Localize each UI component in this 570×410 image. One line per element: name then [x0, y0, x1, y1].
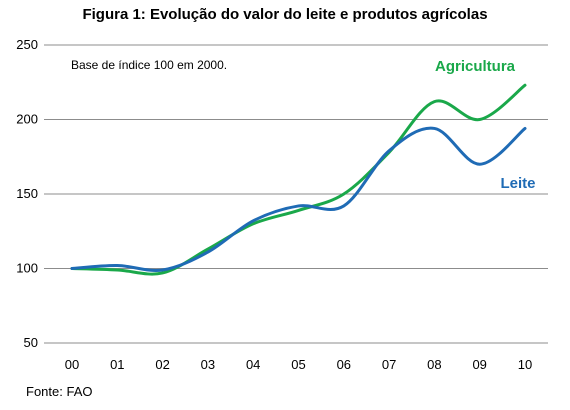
x-tick-label: 04 — [246, 357, 260, 372]
chart-title: Figura 1: Evolução do valor do leite e p… — [82, 6, 488, 23]
y-tick-label: 250 — [16, 37, 38, 52]
x-tick-label: 07 — [382, 357, 396, 372]
x-tick-label: 10 — [518, 357, 532, 372]
y-tick-label: 50 — [24, 335, 38, 350]
series-label-leite: Leite — [500, 175, 535, 192]
series-line-leite — [70, 126, 527, 272]
series-labels: Agricultura Leite — [435, 58, 536, 192]
x-tick-label: 03 — [201, 357, 215, 372]
base-index-note: Base de índice 100 em 2000. — [71, 58, 228, 72]
y-tick-label: 150 — [16, 186, 38, 201]
x-tick-label: 05 — [291, 357, 305, 372]
x-tick-label: 06 — [337, 357, 351, 372]
y-tick-label: 100 — [16, 261, 38, 276]
x-tick-label: 01 — [110, 357, 124, 372]
source-label: Fonte: FAO — [26, 384, 93, 399]
y-tick-labels: 50 100 150 200 250 — [16, 37, 38, 350]
x-tick-label: 02 — [155, 357, 169, 372]
x-tick-label: 00 — [65, 357, 79, 372]
series-label-agricultura: Agricultura — [435, 58, 516, 75]
x-tick-labels: 00 01 02 03 04 05 06 07 08 09 10 — [65, 357, 532, 372]
series-lines — [70, 83, 527, 276]
x-tick-label: 09 — [472, 357, 486, 372]
y-tick-label: 200 — [16, 112, 38, 127]
x-tick-label: 08 — [427, 357, 441, 372]
series-line-agricultura — [70, 83, 527, 276]
gridlines — [44, 44, 548, 344]
